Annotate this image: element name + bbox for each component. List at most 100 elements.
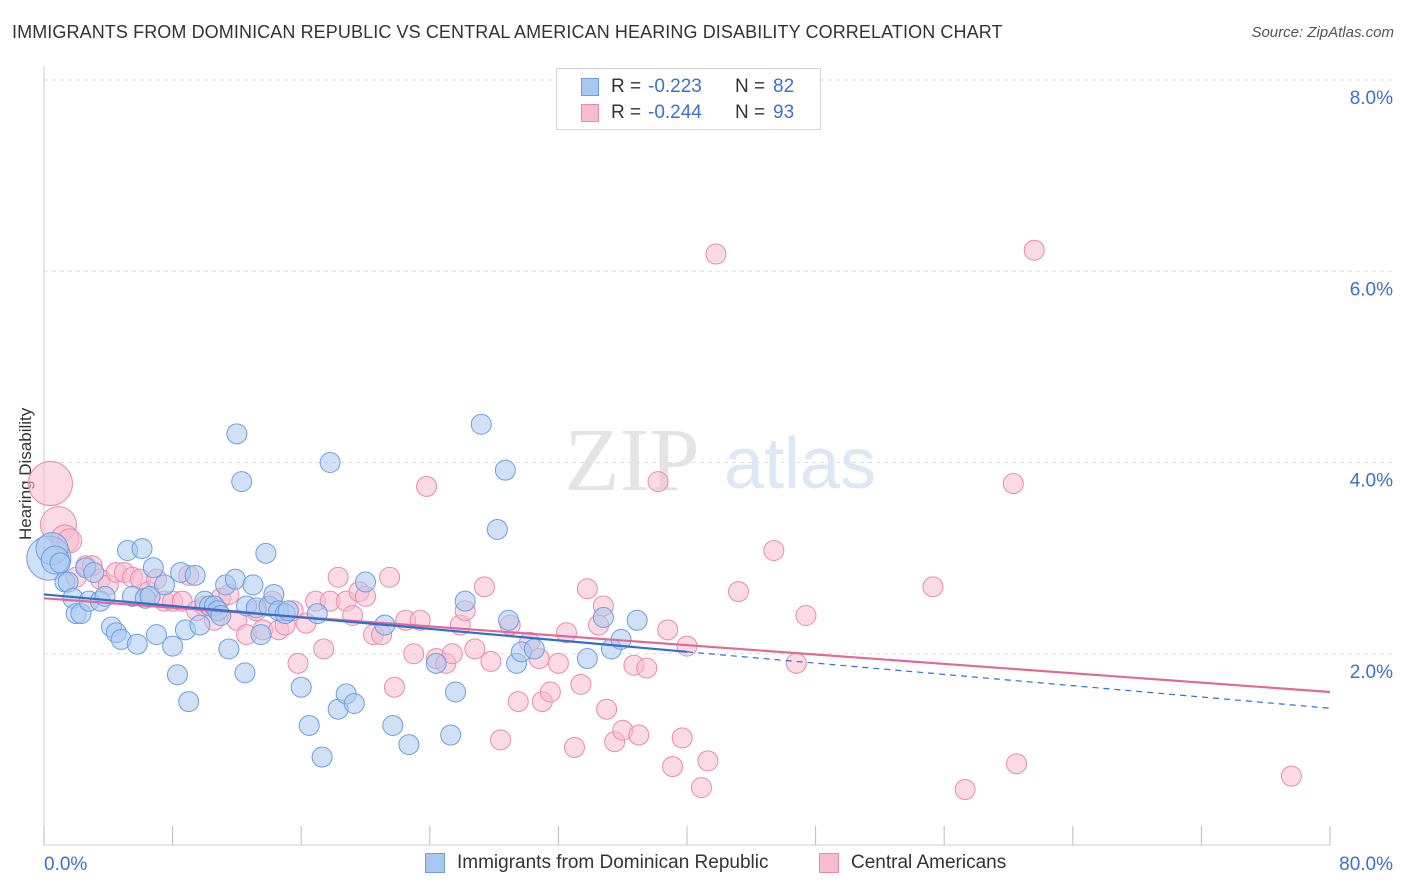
watermark: ZIP atlas [565, 411, 877, 510]
data-point [287, 652, 309, 674]
y-tick-label: 4.0% [1350, 471, 1393, 492]
data-point [628, 724, 650, 746]
data-point [250, 624, 272, 646]
data-point [184, 564, 206, 586]
data-point [162, 635, 184, 657]
data-point [425, 652, 447, 674]
data-point [705, 243, 727, 265]
data-point [592, 606, 614, 628]
legend-r-label: R = [611, 76, 642, 97]
legend-n-label: N = [735, 76, 766, 97]
data-point [441, 643, 463, 665]
data-point [576, 578, 598, 600]
data-point [464, 638, 486, 660]
legend-r-value: -0.244 [648, 102, 702, 123]
axes [43, 66, 1331, 846]
x-tick-label-min: 0.0% [44, 854, 87, 875]
legend-n-label: N = [735, 102, 766, 123]
data-point [1006, 753, 1028, 775]
legend-n-value: 93 [773, 102, 795, 123]
data-point [1023, 239, 1045, 261]
legend-label-dominican: Immigrants from Dominican Republic [457, 852, 769, 873]
data-point [313, 638, 335, 660]
data-point [795, 605, 817, 626]
data-point [480, 650, 502, 672]
data-point [319, 452, 341, 473]
data-point [763, 539, 785, 561]
data-point [657, 619, 679, 641]
watermark-atlas: atlas [724, 424, 876, 504]
legend-swatch-dominican [425, 853, 445, 873]
data-point [671, 727, 693, 749]
data-point [1002, 473, 1024, 495]
legend-swatch-central-americans [819, 853, 839, 873]
data-point [636, 657, 658, 679]
data-point [785, 652, 807, 674]
data-point [327, 566, 349, 588]
data-point [379, 566, 401, 588]
chart-title: IMMIGRANTS FROM DOMINICAN REPUBLIC VS CE… [12, 22, 1003, 42]
data-point [306, 603, 328, 625]
data-point [922, 576, 944, 598]
data-point [255, 542, 277, 564]
data-point [626, 609, 648, 631]
data-point [486, 518, 508, 540]
legend-swatch-dominican [581, 78, 599, 96]
data-point [473, 576, 495, 598]
legend-label-central-americans: Central Americans [851, 852, 1007, 873]
data-point [440, 724, 462, 746]
series-legend: Immigrants from Dominican Republic Centr… [0, 851, 1406, 879]
data-point [218, 638, 240, 660]
gridlines [44, 79, 1392, 655]
data-point [954, 779, 976, 801]
data-point [1280, 765, 1302, 787]
y-tick-labels: 2.0% 4.0% 6.0% 8.0% [1350, 88, 1393, 683]
data-point [494, 459, 516, 481]
data-point [231, 471, 253, 493]
data-point [343, 692, 365, 714]
legend-r-label: R = [611, 102, 642, 123]
data-point [154, 574, 176, 596]
x-tick-label-max: 80.0% [1339, 854, 1393, 875]
data-point [563, 736, 585, 758]
data-point [298, 714, 320, 736]
data-point [382, 714, 404, 736]
data-point [416, 475, 438, 497]
data-point [647, 471, 669, 493]
data-point [83, 561, 105, 583]
data-point [445, 681, 467, 703]
data-point [523, 638, 545, 660]
data-point [576, 648, 598, 670]
data-point [570, 673, 592, 695]
legend-swatch-central-americans [581, 104, 599, 122]
data-point [454, 590, 476, 612]
y-tick-label: 6.0% [1350, 279, 1393, 300]
data-point [383, 676, 405, 698]
data-point [727, 581, 749, 603]
data-point [49, 552, 71, 574]
data-point [131, 538, 153, 560]
data-point [311, 746, 333, 768]
data-point [224, 568, 246, 590]
data-point [234, 662, 256, 684]
data-point [142, 557, 164, 579]
data-point [27, 461, 73, 507]
y-tick-label: 2.0% [1350, 662, 1393, 683]
data-point [490, 729, 512, 751]
central-americans-points [27, 239, 1302, 801]
data-point [355, 571, 376, 593]
data-point [290, 676, 312, 698]
watermark-zip: ZIP [565, 411, 700, 510]
data-point [126, 633, 148, 655]
data-point [398, 734, 420, 756]
data-point [507, 691, 529, 713]
data-point [242, 574, 264, 596]
data-point [470, 413, 492, 435]
x-tick-labels: 0.0% 80.0% [44, 854, 1393, 875]
correlation-legend: R = -0.223 N = 82 R = -0.244 N = 93 [556, 68, 821, 130]
data-point [146, 624, 168, 646]
data-point [403, 643, 425, 665]
data-point [210, 605, 232, 626]
data-point [547, 652, 569, 674]
